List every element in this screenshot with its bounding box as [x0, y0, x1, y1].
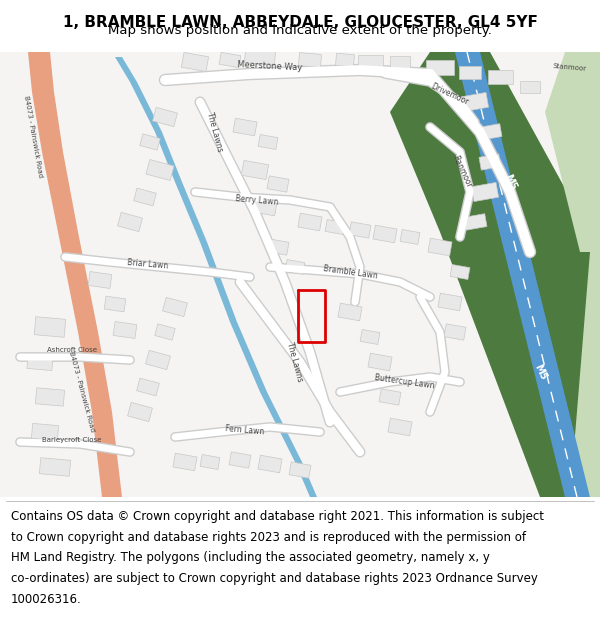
- Text: Ranmoor: Ranmoor: [451, 154, 473, 189]
- Text: Drivemoor: Drivemoor: [430, 81, 470, 107]
- Text: Contains OS data © Crown copyright and database right 2021. This information is : Contains OS data © Crown copyright and d…: [11, 510, 544, 522]
- Bar: [31, 423, 59, 441]
- Bar: [400, 229, 420, 244]
- Bar: [244, 49, 275, 65]
- Bar: [349, 222, 371, 238]
- Polygon shape: [545, 52, 600, 252]
- Bar: [35, 388, 65, 406]
- Polygon shape: [390, 52, 600, 497]
- Polygon shape: [28, 52, 122, 497]
- Bar: [360, 329, 380, 344]
- Bar: [479, 154, 501, 170]
- Bar: [335, 53, 355, 67]
- Text: B4073 - Painswick Road: B4073 - Painswick Road: [68, 351, 95, 433]
- Bar: [146, 159, 174, 181]
- Bar: [478, 124, 502, 140]
- Text: B4073 - Painswick Road: B4073 - Painswick Road: [23, 96, 43, 178]
- Text: co-ordinates) are subject to Crown copyright and database rights 2023 Ordnance S: co-ordinates) are subject to Crown copyr…: [11, 572, 538, 585]
- Bar: [325, 219, 345, 234]
- Bar: [181, 52, 209, 71]
- Bar: [128, 402, 152, 422]
- Bar: [338, 303, 362, 321]
- Text: The Lawns: The Lawns: [286, 341, 305, 382]
- Bar: [34, 317, 66, 338]
- Text: Fern Lawn: Fern Lawn: [225, 424, 265, 436]
- Text: Map shows position and indicative extent of the property.: Map shows position and indicative extent…: [108, 24, 492, 38]
- Bar: [289, 462, 311, 478]
- Bar: [219, 52, 241, 68]
- Bar: [520, 81, 540, 93]
- Bar: [27, 354, 53, 371]
- Text: M5: M5: [502, 173, 518, 191]
- Bar: [285, 259, 305, 274]
- Bar: [173, 453, 197, 471]
- Bar: [40, 458, 71, 476]
- Bar: [472, 182, 499, 201]
- Polygon shape: [455, 52, 590, 497]
- Polygon shape: [115, 57, 317, 497]
- Bar: [267, 176, 289, 192]
- Bar: [444, 324, 466, 340]
- Bar: [438, 293, 462, 311]
- Text: 1, BRAMBLE LAWN, ABBEYDALE, GLOUCESTER, GL4 5YF: 1, BRAMBLE LAWN, ABBEYDALE, GLOUCESTER, …: [62, 14, 538, 29]
- Bar: [155, 324, 175, 340]
- Bar: [152, 107, 178, 127]
- Bar: [146, 351, 170, 369]
- Bar: [390, 56, 410, 68]
- Text: The Lawns: The Lawns: [205, 111, 224, 152]
- Bar: [134, 188, 157, 206]
- Text: Barleycroft Close: Barleycroft Close: [43, 437, 101, 443]
- Bar: [426, 59, 454, 74]
- Bar: [428, 238, 452, 256]
- Bar: [298, 213, 322, 231]
- Bar: [388, 418, 412, 436]
- Bar: [463, 214, 487, 230]
- Text: Stanmoor: Stanmoor: [553, 62, 587, 71]
- Bar: [233, 118, 257, 136]
- Bar: [379, 389, 401, 405]
- Bar: [163, 298, 187, 317]
- Bar: [487, 70, 512, 84]
- Text: Briar Lawn: Briar Lawn: [127, 258, 169, 270]
- Bar: [461, 92, 488, 111]
- Bar: [88, 271, 112, 289]
- Text: Berry Lawn: Berry Lawn: [235, 194, 279, 206]
- Text: Bramble Lawn: Bramble Lawn: [322, 264, 378, 280]
- Text: Ashcroft Close: Ashcroft Close: [47, 347, 97, 353]
- Bar: [459, 66, 481, 79]
- Bar: [267, 239, 289, 255]
- Bar: [200, 454, 220, 469]
- Bar: [104, 296, 126, 312]
- Bar: [118, 213, 142, 232]
- Bar: [253, 198, 277, 216]
- Text: Meerstone Way: Meerstone Way: [237, 60, 303, 72]
- Text: to Crown copyright and database rights 2023 and is reproduced with the permissio: to Crown copyright and database rights 2…: [11, 531, 526, 544]
- Bar: [373, 225, 397, 242]
- Bar: [258, 455, 282, 472]
- Text: 100026316.: 100026316.: [11, 592, 82, 606]
- Bar: [258, 134, 278, 149]
- Bar: [229, 452, 251, 468]
- Bar: [241, 161, 269, 179]
- Bar: [368, 353, 392, 371]
- Bar: [358, 55, 383, 69]
- Polygon shape: [570, 252, 600, 497]
- Text: HM Land Registry. The polygons (including the associated geometry, namely x, y: HM Land Registry. The polygons (includin…: [11, 551, 490, 564]
- Bar: [298, 52, 322, 68]
- Text: Buttercup Lawn: Buttercup Lawn: [374, 373, 436, 391]
- Bar: [137, 378, 160, 396]
- Bar: [113, 321, 137, 339]
- Text: M5: M5: [532, 362, 548, 381]
- Bar: [450, 264, 470, 279]
- Bar: [140, 134, 160, 150]
